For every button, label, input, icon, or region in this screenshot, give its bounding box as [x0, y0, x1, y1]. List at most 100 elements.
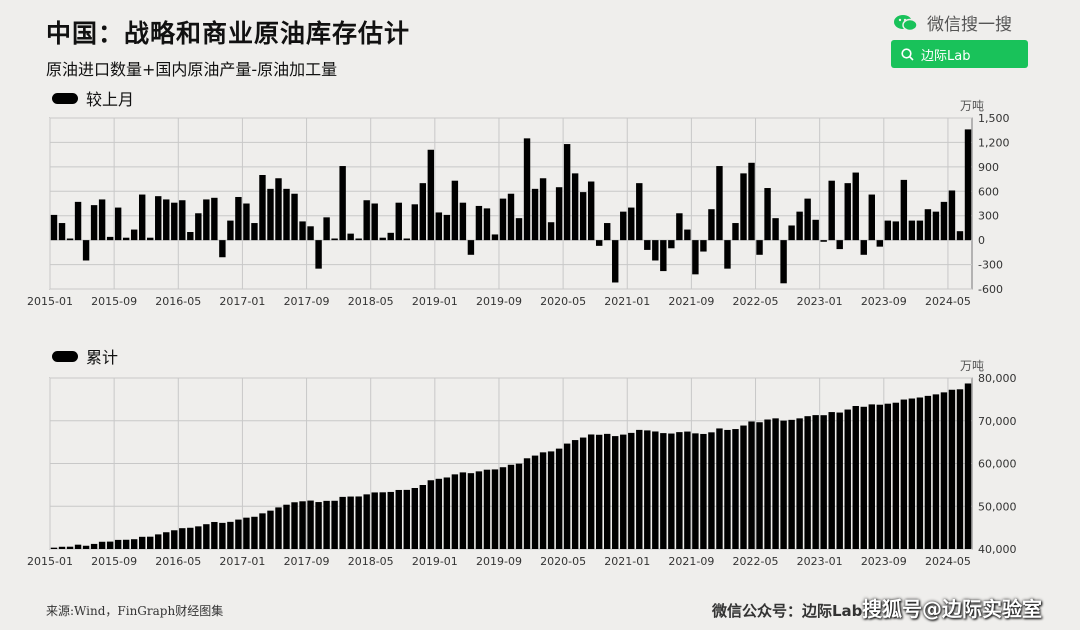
bar [323, 500, 330, 549]
search-button[interactable]: 边际Lab [891, 40, 1028, 68]
bar [708, 209, 715, 241]
bar [187, 527, 194, 549]
x-tick-label: 2024-05 [925, 295, 971, 308]
bar [187, 232, 194, 241]
wechat-search-label: 微信搜一搜 [927, 15, 1012, 35]
bar [419, 485, 427, 549]
bar [90, 205, 98, 241]
bar [964, 383, 972, 549]
bar [668, 240, 675, 249]
bar [852, 406, 859, 549]
y-tick-label: -600 [978, 283, 1003, 296]
wechat-search-brand: 微信搜一搜 [893, 10, 1012, 35]
bar [395, 202, 402, 241]
bar [732, 429, 739, 549]
chart-title: 中国：战略和商业原油库存估计 [46, 19, 411, 48]
bar [347, 496, 354, 549]
bar [660, 240, 667, 272]
bar [371, 203, 378, 241]
bar [812, 415, 819, 549]
legend-swatch [52, 350, 78, 362]
bar [628, 432, 635, 549]
bar [98, 541, 106, 549]
bar [114, 539, 122, 549]
bar [243, 203, 250, 241]
search-button-label: 边际Lab [921, 48, 971, 64]
bar [459, 202, 467, 241]
bar [515, 218, 523, 241]
bar [932, 211, 940, 241]
bar [435, 478, 443, 549]
bar [82, 545, 90, 549]
bar [756, 240, 763, 255]
bar [114, 207, 122, 241]
bar [435, 212, 443, 241]
y-tick-label: -300 [978, 259, 1003, 272]
x-tick-label: 2023-09 [861, 295, 907, 308]
bar [275, 507, 282, 549]
bar [660, 433, 667, 549]
bar [179, 528, 186, 549]
bar [868, 194, 875, 241]
bar [211, 197, 218, 241]
bar [219, 522, 226, 549]
y-tick-label: 70,000 [978, 415, 1017, 428]
bar [275, 178, 282, 241]
bar [499, 198, 507, 241]
bar [355, 496, 362, 549]
bar [171, 530, 178, 549]
y-tick-label: 300 [978, 210, 999, 223]
bar [860, 240, 867, 255]
bar [291, 502, 298, 549]
bar [547, 451, 555, 549]
bar [50, 214, 58, 241]
bar [499, 467, 507, 549]
legend-label: 较上月 [86, 90, 135, 109]
bar [652, 431, 659, 549]
legend-monthly: 较上月 [52, 86, 134, 110]
bar [595, 240, 603, 246]
bar [539, 452, 547, 549]
bar [756, 422, 763, 549]
bar [58, 546, 66, 549]
bar [203, 524, 210, 549]
bar [451, 474, 459, 549]
bar [315, 502, 322, 549]
bar [251, 223, 258, 241]
x-tick-label: 2015-09 [91, 295, 137, 308]
x-tick-label: 2023-09 [861, 555, 907, 568]
bar [716, 428, 723, 549]
bar [932, 394, 940, 549]
bar [604, 433, 611, 549]
bar [283, 188, 290, 241]
bar [299, 221, 306, 241]
bar [724, 429, 731, 549]
bar [780, 420, 787, 549]
bar [860, 406, 867, 549]
bar [884, 403, 892, 549]
bar [106, 541, 114, 549]
bar [387, 232, 394, 241]
bar [692, 433, 699, 549]
bar [387, 491, 394, 549]
bar [50, 547, 58, 549]
bar [371, 492, 378, 549]
bar [523, 458, 531, 549]
bar [916, 397, 924, 549]
y-tick-label: 1,500 [978, 112, 1010, 125]
bar [323, 217, 330, 241]
bar [868, 404, 875, 549]
bar [483, 469, 491, 549]
bar [579, 192, 587, 241]
bar [612, 240, 619, 283]
x-tick-label: 2021-09 [668, 295, 714, 308]
bar [563, 144, 571, 241]
bar [844, 409, 851, 549]
x-tick-label: 2019-09 [476, 555, 522, 568]
bar [804, 198, 811, 241]
bar [179, 200, 186, 241]
bar [171, 202, 178, 241]
x-tick-label: 2021-01 [604, 295, 650, 308]
bar [130, 229, 138, 241]
bar [331, 238, 338, 241]
